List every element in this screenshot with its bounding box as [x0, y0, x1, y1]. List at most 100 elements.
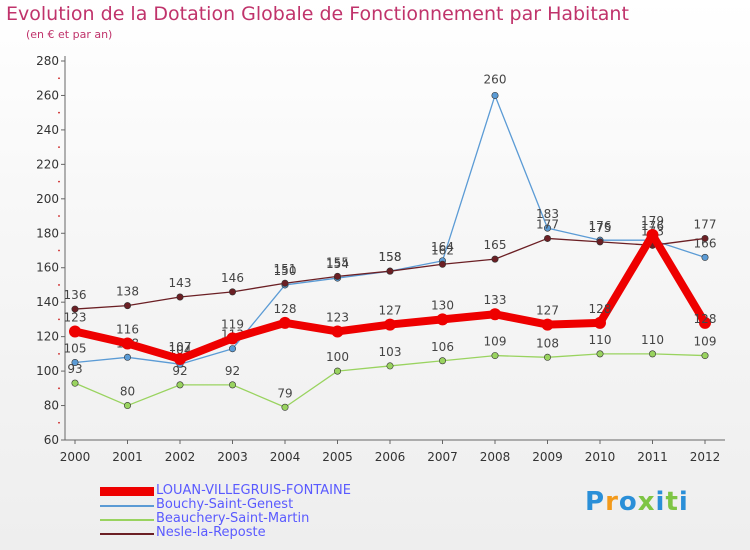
data-label: 143	[169, 276, 192, 290]
y-minor-tick	[58, 249, 60, 252]
data-label: 105	[64, 341, 87, 355]
data-label: 150	[274, 264, 297, 278]
y-tick-label: 100	[36, 364, 59, 378]
data-point	[386, 267, 394, 275]
legend-label: LOUAN-VILLEGRUIS-FONTAINE	[156, 483, 351, 498]
data-label: 179	[641, 214, 664, 228]
data-point	[701, 234, 709, 242]
data-point	[386, 362, 394, 370]
data-point	[594, 316, 606, 329]
data-point	[281, 279, 289, 287]
legend-swatch	[100, 533, 154, 535]
data-point	[701, 352, 709, 360]
data-label: 92	[172, 364, 187, 378]
chart-subtitle: (en € et par an)	[26, 28, 113, 41]
data-point	[384, 318, 396, 331]
data-label: 177	[536, 217, 559, 231]
data-label: 128	[694, 312, 717, 326]
data-label: 151	[274, 262, 297, 276]
y-tick-label: 60	[44, 433, 59, 447]
data-point	[331, 325, 344, 338]
data-point	[543, 224, 551, 232]
y-minor-tick	[58, 284, 60, 286]
data-point	[438, 260, 446, 268]
data-point	[229, 345, 237, 353]
y-tick-label: 280	[36, 54, 59, 68]
proxiti-logo: Proxiti	[585, 487, 689, 517]
legend-swatch	[100, 487, 154, 496]
x-tick-label: 2012	[690, 450, 721, 464]
data-point	[436, 313, 449, 326]
y-tick-label: 240	[36, 123, 59, 137]
y-tick-label: 80	[44, 399, 59, 413]
legend-item-beauchery: Beauchery-Saint-Martin	[100, 512, 460, 526]
data-label: 103	[379, 345, 402, 359]
data-label: 109	[484, 335, 507, 349]
data-label: 93	[67, 362, 82, 376]
data-label: 123	[326, 310, 349, 324]
data-point	[491, 255, 499, 263]
data-label: 165	[484, 238, 507, 252]
x-tick-label: 2008	[480, 450, 511, 464]
data-point	[646, 228, 659, 241]
y-minor-tick	[58, 111, 60, 114]
data-label: 133	[484, 293, 507, 307]
y-minor-tick	[58, 146, 60, 149]
y-minor-tick	[58, 180, 60, 183]
data-label: 177	[694, 217, 717, 231]
legend-swatch	[100, 519, 154, 521]
data-label: 154	[326, 257, 349, 271]
data-point	[279, 316, 291, 329]
data-label: 123	[64, 310, 87, 324]
data-point	[596, 238, 604, 246]
data-point	[226, 332, 239, 345]
data-label: 119	[221, 317, 244, 331]
data-point	[71, 305, 79, 313]
data-point	[596, 350, 604, 358]
data-point	[174, 353, 186, 366]
data-point	[491, 91, 499, 99]
y-minor-tick	[58, 387, 60, 390]
data-point	[438, 357, 446, 365]
data-point	[333, 272, 341, 280]
data-point	[648, 350, 656, 358]
data-label: 128	[274, 302, 297, 316]
data-label: 176	[589, 219, 612, 233]
legend: LOUAN-VILLEGRUIS-FONTAINE Bouchy-Saint-G…	[100, 484, 460, 540]
data-point	[489, 308, 501, 321]
data-label: 260	[484, 72, 507, 86]
x-tick-label: 2002	[165, 450, 196, 464]
x-tick-label: 2007	[427, 450, 458, 464]
x-tick-label: 2011	[637, 450, 668, 464]
y-tick-label: 200	[36, 192, 59, 206]
y-minor-tick	[58, 215, 60, 217]
legend-item-bouchy: Bouchy-Saint-Genest	[100, 498, 460, 512]
data-point	[176, 381, 184, 389]
chart-title: Evolution de la Dotation Globale de Fonc…	[6, 3, 629, 25]
y-tick-label: 160	[36, 261, 59, 275]
legend-label: Nesle-la-Reposte	[156, 525, 266, 540]
y-minor-tick	[58, 421, 60, 424]
x-tick-label: 2000	[60, 450, 91, 464]
data-label: 130	[431, 298, 454, 312]
x-tick-label: 2006	[375, 450, 406, 464]
data-point	[491, 352, 499, 360]
data-label: 183	[536, 207, 559, 221]
data-point	[229, 288, 237, 296]
data-point	[121, 337, 134, 350]
x-tick-label: 2001	[112, 450, 143, 464]
data-label: 100	[326, 350, 349, 364]
legend-item-louan: LOUAN-VILLEGRUIS-FONTAINE	[100, 484, 460, 498]
x-tick-label: 2004	[270, 450, 301, 464]
data-point	[701, 253, 709, 261]
data-point	[699, 316, 711, 329]
x-tick-label: 2009	[532, 450, 563, 464]
data-label: 176	[641, 219, 664, 233]
legend-label: Bouchy-Saint-Genest	[156, 497, 294, 512]
data-point	[71, 358, 79, 366]
data-label: 166	[694, 236, 717, 250]
data-label: 138	[116, 285, 139, 299]
series-line-2	[74, 353, 706, 408]
data-point	[71, 379, 79, 387]
